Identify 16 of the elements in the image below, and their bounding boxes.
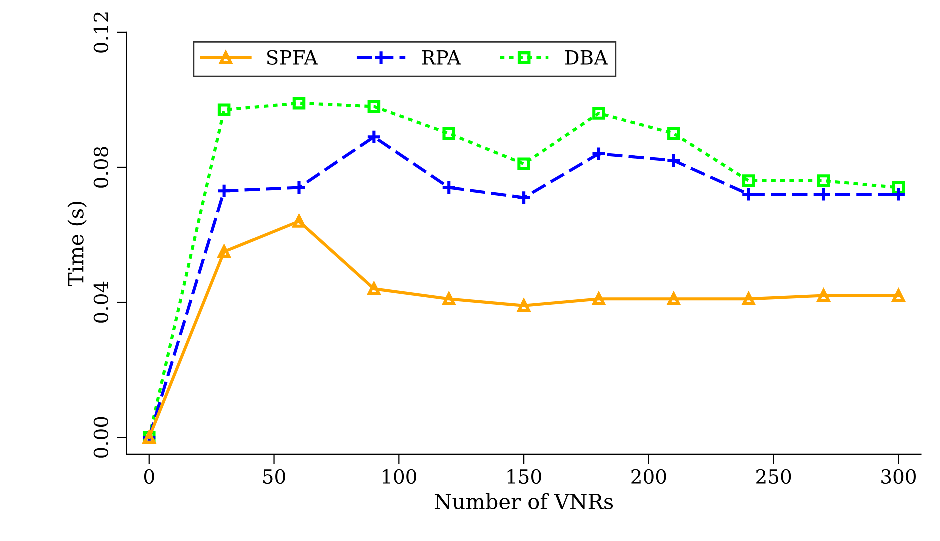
x-tick-label: 50 — [264, 469, 286, 484]
x-tick-label: 150 — [508, 469, 542, 484]
legend-label: SPFA — [267, 50, 318, 66]
y-tick-label: 0.00 — [94, 417, 109, 458]
y-tick-label: 0.08 — [94, 147, 109, 188]
x-tick-label: 0 — [144, 469, 154, 484]
x-tick-label: 100 — [382, 469, 416, 484]
legend-label: RPA — [422, 50, 462, 65]
x-tick-label: 200 — [632, 469, 666, 484]
x-axis-title: Number of VNRs — [434, 493, 614, 510]
y-axis-title: Time (s) — [68, 202, 87, 286]
y-tick-label: 0.12 — [94, 12, 109, 53]
y-tick-label: 0.04 — [94, 282, 109, 323]
x-tick-label: 300 — [882, 469, 916, 484]
legend-label: DBA — [565, 50, 608, 65]
x-tick-label: 250 — [756, 469, 792, 484]
